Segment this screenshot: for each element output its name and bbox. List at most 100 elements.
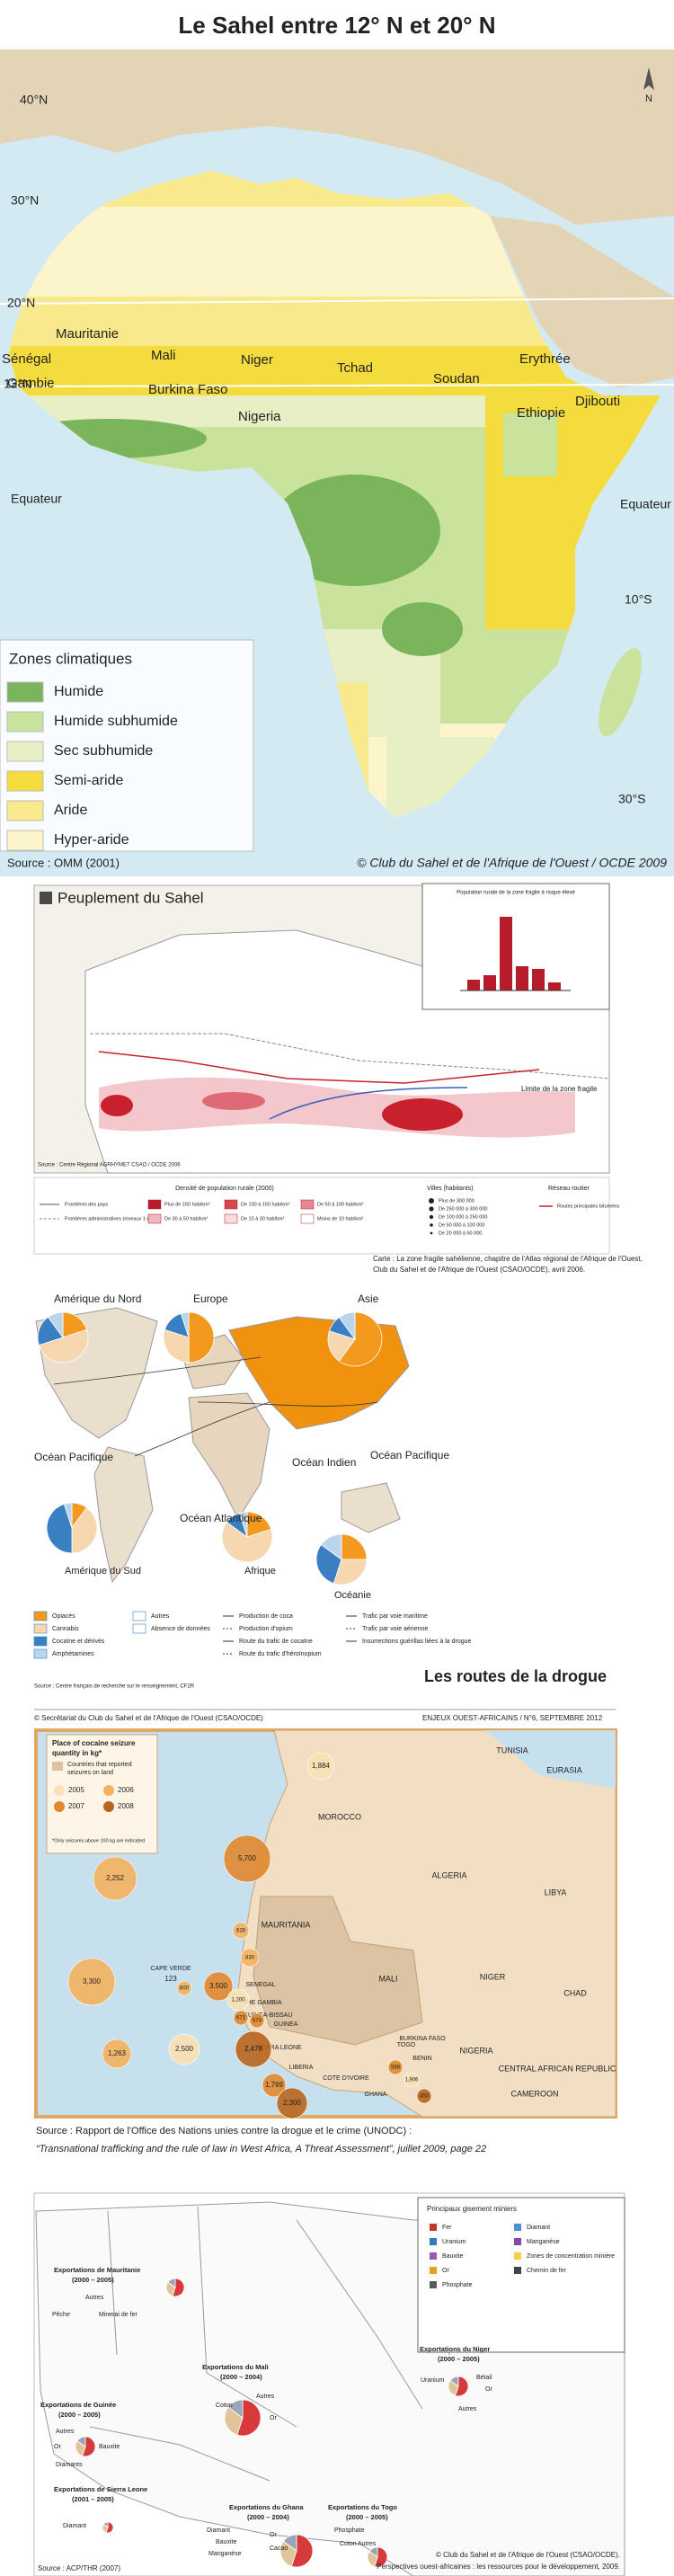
legend-dot bbox=[429, 1198, 434, 1204]
seizure-bubble bbox=[203, 1971, 234, 2002]
region-label: Europe bbox=[193, 1292, 228, 1305]
legend-label: Sec subhumide bbox=[54, 743, 153, 759]
population-map-shape bbox=[382, 1098, 463, 1131]
export-item: Coton bbox=[340, 2541, 357, 2547]
seizure-bubble bbox=[262, 2073, 287, 2098]
seizure-bubble bbox=[168, 2033, 200, 2065]
mining-map-shape bbox=[417, 2197, 625, 2353]
country-label: MAURITANIA bbox=[262, 1920, 311, 1929]
country-label: TOGO bbox=[397, 2042, 416, 2048]
export-title: Exportations de Mauritanie bbox=[54, 2266, 140, 2274]
export-title: (2001 – 2005) bbox=[72, 2495, 114, 2503]
legend-label: Trafic par voie maritime bbox=[362, 1613, 428, 1620]
seizure-bubble bbox=[223, 1834, 271, 1883]
latitude-label: Equateur bbox=[11, 492, 62, 506]
region-label: Océan Pacifique bbox=[34, 1451, 113, 1463]
climate-map-shape bbox=[599, 647, 642, 737]
export-item: Diamant bbox=[63, 2523, 86, 2529]
legend-label: Cocaïne et dérivés bbox=[52, 1639, 105, 1645]
legend-label: Zones de concentration minière bbox=[527, 2253, 615, 2260]
pie-slice bbox=[167, 2278, 176, 2288]
climate-map-shape-shape bbox=[490, 216, 674, 388]
population-map-shape bbox=[532, 969, 545, 990]
pie-slice bbox=[338, 1311, 383, 1367]
legend-label: Bauxite bbox=[442, 2253, 463, 2260]
pie-slice bbox=[449, 2376, 459, 2387]
population-map-shape bbox=[98, 1051, 540, 1084]
country-label: Erythrée bbox=[519, 351, 571, 367]
legend-symbol bbox=[430, 2238, 437, 2245]
seizure-bubble bbox=[276, 2087, 308, 2119]
pie-slice bbox=[38, 1328, 89, 1364]
bubble-label: 674 bbox=[253, 2019, 262, 2024]
caption: Club du Sahel et de l'Afrique de l'Ouest… bbox=[373, 1266, 585, 1274]
legend-title: Place of cocaine seizure bbox=[52, 1739, 136, 1747]
country-label: Nigeria bbox=[238, 409, 281, 424]
population-map-shape bbox=[202, 1092, 265, 1110]
country-label: THE GAMBIA bbox=[243, 2000, 282, 2006]
legend-swatch bbox=[300, 1213, 315, 1224]
region-label: Amérique du Nord bbox=[54, 1292, 141, 1305]
legend-title: quantity in kg* bbox=[52, 1749, 102, 1757]
map-title: Peuplement du Sahel bbox=[58, 889, 204, 906]
legend-label: Frontières administratives (niveaux 1 et… bbox=[65, 1216, 157, 1221]
legend-label: De 100 000 à 250 000 bbox=[439, 1214, 487, 1220]
pie-slice bbox=[327, 1330, 356, 1362]
pie-slice bbox=[368, 2546, 378, 2558]
climate-map-shape bbox=[0, 384, 674, 387]
legend-label: Uranium bbox=[442, 2239, 466, 2245]
pie-slice bbox=[238, 1511, 248, 1538]
pie-slice bbox=[282, 2534, 297, 2552]
export-item: Pêche bbox=[52, 2312, 70, 2318]
pie-slice bbox=[180, 1311, 190, 1338]
export-item: Or bbox=[270, 2415, 277, 2421]
pie-slice bbox=[341, 1533, 368, 1560]
source: Source : ACP/THR (2007) bbox=[38, 2564, 120, 2572]
country-label: Mauritanie bbox=[56, 326, 119, 342]
legend-symbol bbox=[430, 2267, 437, 2274]
bubble-label: 2,478 bbox=[244, 2045, 263, 2053]
pie-slice bbox=[71, 1506, 98, 1554]
climate-map-shape bbox=[0, 0, 674, 49]
legend-label: Production d'opium bbox=[239, 1626, 293, 1632]
export-item: Bétail bbox=[476, 2375, 492, 2381]
region-label: Océanie bbox=[334, 1590, 371, 1601]
climate-map-shape-shape bbox=[270, 475, 440, 586]
legend-dot bbox=[103, 1801, 114, 1812]
seizure-bubble bbox=[67, 1958, 116, 2006]
pie-slice bbox=[333, 1559, 368, 1586]
climate-map-shape bbox=[0, 49, 674, 388]
export-title: Exportations du Togo bbox=[328, 2503, 397, 2511]
legend-swatch bbox=[33, 1636, 48, 1647]
climate-map-shape bbox=[0, 298, 674, 305]
country-label: EURASIA bbox=[546, 1765, 582, 1774]
pie-slice bbox=[63, 1502, 73, 1529]
pie-slice bbox=[227, 2399, 244, 2419]
region-label: Amérique du Sud bbox=[65, 1566, 141, 1577]
source: Source : Centre Régional AGRHYMET CSAO /… bbox=[38, 1163, 181, 1168]
export-item: Autres bbox=[56, 2429, 75, 2435]
legend-label: Route du trafic de cocaïne bbox=[239, 1639, 313, 1645]
pie-slice bbox=[188, 1311, 215, 1364]
export-item: Manganèse bbox=[208, 2551, 242, 2557]
legend-label: Phosphate bbox=[442, 2282, 473, 2288]
export-title: Exportations de Sierra Leone bbox=[54, 2485, 147, 2493]
legend-label: Diamant bbox=[527, 2225, 550, 2231]
legend-swatch bbox=[6, 711, 44, 733]
seizure-bubble bbox=[93, 1856, 137, 1901]
seizure-bubble bbox=[387, 2059, 404, 2075]
legend-dot bbox=[54, 1801, 65, 1812]
seizure-bubble bbox=[233, 2010, 249, 2026]
legend-label: De 250 000 à 300 000 bbox=[439, 1206, 487, 1212]
export-item: Autres bbox=[85, 2295, 104, 2301]
export-item: Autres bbox=[256, 2394, 275, 2400]
mining-map-shape bbox=[89, 2206, 450, 2482]
climate-map-shape-shape bbox=[503, 413, 557, 476]
country-label: BENIN bbox=[412, 2056, 431, 2062]
country-label: GUINEA bbox=[274, 2021, 298, 2028]
legend-swatch bbox=[6, 830, 44, 851]
climate-map-shape-shape bbox=[382, 602, 463, 656]
country-label: COTE D'IVOIRE bbox=[323, 2075, 369, 2082]
climate-map-shape bbox=[643, 67, 654, 90]
population-map-shape bbox=[40, 892, 52, 904]
